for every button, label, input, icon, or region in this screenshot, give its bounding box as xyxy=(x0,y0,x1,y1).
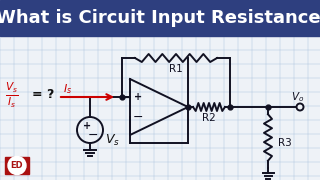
Text: +: + xyxy=(83,121,91,131)
Text: −: − xyxy=(88,129,98,141)
Text: ED: ED xyxy=(11,161,23,170)
Bar xyxy=(5,157,29,174)
Text: $I_s$: $I_s$ xyxy=(63,82,72,96)
Circle shape xyxy=(8,156,26,174)
Text: = ?: = ? xyxy=(32,89,54,102)
Text: −: − xyxy=(133,111,143,123)
Circle shape xyxy=(297,103,303,111)
Text: What is Circuit Input Resistance: What is Circuit Input Resistance xyxy=(0,9,320,27)
Text: $V_s$: $V_s$ xyxy=(105,132,120,148)
Text: $\frac{V_s}{I_s}$: $\frac{V_s}{I_s}$ xyxy=(5,80,19,110)
Text: +: + xyxy=(134,92,142,102)
Text: R1: R1 xyxy=(169,64,183,74)
Text: R3: R3 xyxy=(278,138,292,147)
Text: $V_o$: $V_o$ xyxy=(292,90,305,104)
Bar xyxy=(0,0,320,36)
Text: R2: R2 xyxy=(202,113,216,123)
